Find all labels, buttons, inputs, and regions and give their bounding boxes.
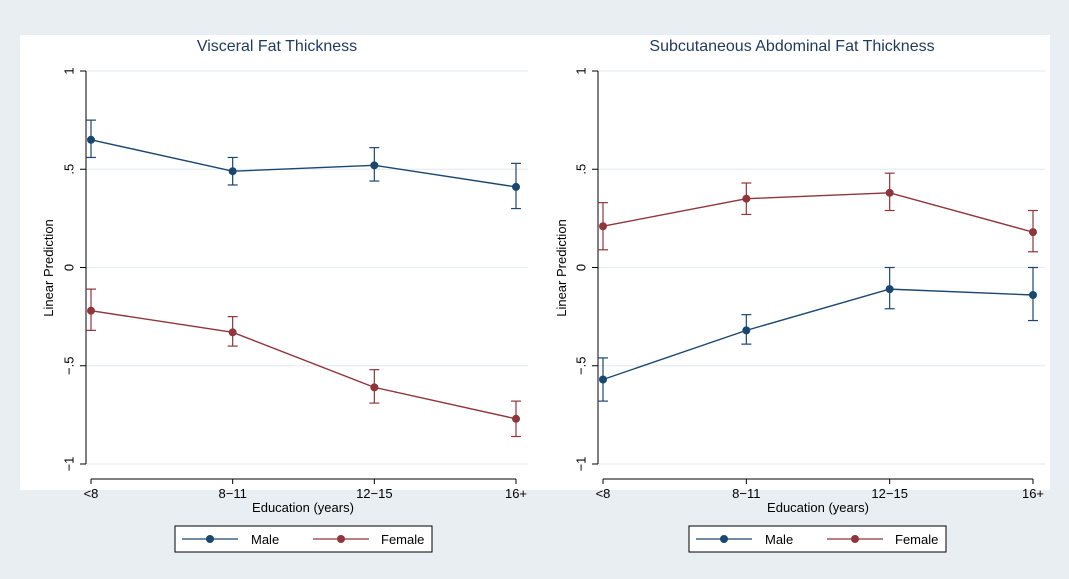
data-point-male bbox=[742, 326, 751, 335]
y-tick-label: 0 bbox=[573, 264, 588, 271]
plot-area bbox=[535, 35, 1050, 490]
x-tick-label: 8−11 bbox=[732, 486, 760, 501]
legend: Male Female bbox=[174, 525, 433, 553]
y-tick-label: 1 bbox=[61, 67, 76, 74]
y-axis-label: Linear Prediction bbox=[554, 219, 569, 317]
x-tick-label: <8 bbox=[84, 486, 99, 501]
y-tick-label: −1 bbox=[61, 457, 76, 472]
y-tick-label: 1 bbox=[573, 67, 588, 74]
plot-marks: 1 .5 0 −.5 −1 <8 8−11 12−15 16+ bbox=[61, 67, 528, 501]
legend-label-female: Female bbox=[381, 532, 424, 547]
legend-key-female-marker bbox=[337, 535, 345, 543]
legend-key-female-marker bbox=[851, 535, 859, 543]
data-point-female bbox=[370, 383, 379, 392]
data-point-male bbox=[512, 182, 520, 191]
y-tick-label: .5 bbox=[573, 164, 588, 175]
y-tick-label: −.5 bbox=[61, 357, 76, 375]
series-line-female bbox=[602, 192, 1034, 233]
data-point-male bbox=[1029, 291, 1037, 300]
chart-title: Subcutaneous Abdominal Fat Thickness bbox=[649, 38, 934, 55]
x-tick-label: 16+ bbox=[505, 486, 527, 501]
data-point-female bbox=[87, 306, 95, 315]
y-axis-label: Linear Prediction bbox=[41, 219, 56, 317]
legend-label-male: Male bbox=[765, 532, 793, 547]
legend-label-male: Male bbox=[251, 532, 279, 547]
chart-visceral-fat: Visceral Fat Thickness 1 .5 0 −.5 −1 <8 8−11 12… bbox=[20, 35, 535, 553]
y-tick-label: −.5 bbox=[573, 357, 588, 375]
plot-area bbox=[20, 35, 535, 490]
plot-marks: 1 .5 0 −.5 −1 <8 8−11 12−15 16+ bbox=[573, 67, 1045, 501]
data-point-female bbox=[1029, 228, 1037, 237]
series-line-female bbox=[90, 310, 517, 420]
x-tick-label: 8−11 bbox=[219, 486, 247, 501]
legend-key-male-marker bbox=[206, 535, 214, 543]
x-axis-label: Education (years) bbox=[767, 500, 869, 515]
series-line-male bbox=[90, 139, 517, 188]
chart-title: Visceral Fat Thickness bbox=[197, 38, 357, 55]
data-point-male bbox=[87, 135, 95, 144]
data-point-male bbox=[599, 375, 607, 384]
data-point-male bbox=[885, 285, 894, 294]
x-tick-label: 12−15 bbox=[871, 486, 908, 501]
legend-label-female: Female bbox=[895, 532, 938, 547]
data-point-female bbox=[885, 188, 894, 197]
x-tick-label: 12−15 bbox=[356, 486, 393, 501]
data-point-male bbox=[228, 167, 237, 176]
data-point-female bbox=[742, 194, 751, 203]
data-point-female bbox=[599, 222, 607, 231]
y-tick-label: 0 bbox=[61, 264, 76, 271]
series-line-male bbox=[602, 288, 1034, 381]
legend-key-male-marker bbox=[720, 535, 728, 543]
x-tick-label: <8 bbox=[596, 486, 611, 501]
chart-subcutaneous-fat: Subcutaneous Abdominal Fat Thickness 1 .5… bbox=[535, 35, 1050, 553]
y-tick-label: −1 bbox=[573, 457, 588, 472]
data-point-male bbox=[370, 161, 379, 170]
y-tick-label: .5 bbox=[61, 164, 76, 175]
data-point-female bbox=[228, 328, 237, 337]
x-axis-label: Education (years) bbox=[252, 500, 354, 515]
x-tick-label: 16+ bbox=[1022, 486, 1044, 501]
data-point-female bbox=[512, 414, 520, 423]
legend: Male Female bbox=[688, 525, 947, 553]
